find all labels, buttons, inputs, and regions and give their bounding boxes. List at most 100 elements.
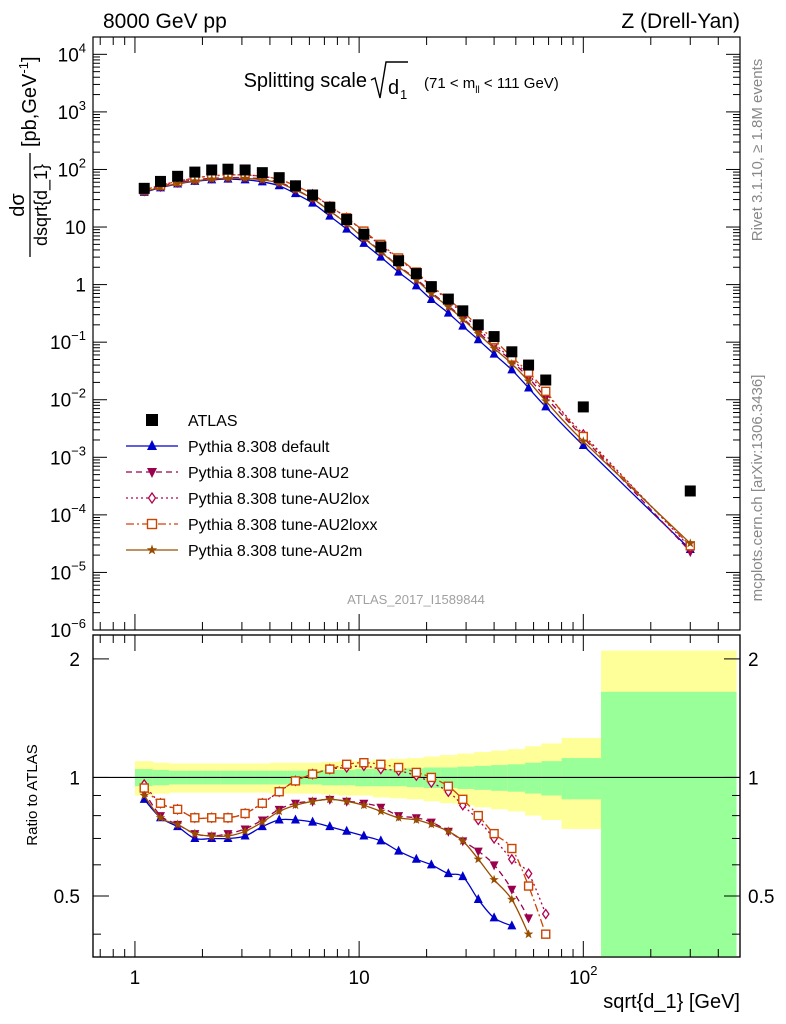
plot-title: Splitting scale d 1 (71 < mll < 111 GeV): [244, 61, 559, 102]
y-tick-label: 10−3: [50, 443, 86, 469]
data-point-atlas: [488, 331, 500, 343]
data-point-au2m: [411, 814, 422, 824]
data-point-default: [458, 871, 468, 881]
data-point-au2m: [307, 796, 318, 806]
data-point-au2loxx: [325, 764, 335, 774]
data-point-au2m: [473, 328, 483, 338]
legend-marker: [147, 440, 157, 450]
y-tick-label: 1: [75, 276, 86, 297]
data-point-atlas: [307, 189, 319, 201]
data-point-au2m: [458, 835, 468, 845]
y-tick-label: 10−2: [50, 386, 86, 412]
x-tick-label: 1: [130, 968, 141, 989]
plot-title-main: Splitting scale: [244, 70, 367, 92]
ratio-plot: 0.5 0.5 1 1 2 2 1 10 102 Ratio to ATLAS sqrt{d_…: [24, 634, 774, 1013]
legend-marker: [146, 518, 158, 530]
data-point-default: [342, 825, 352, 835]
data-point-default: [426, 294, 436, 304]
data-point-au2m: [489, 343, 499, 353]
data-point-au2loxx: [489, 828, 499, 839]
ratio-y-tick-label: 2: [69, 650, 80, 671]
y-tick-label: 104: [58, 40, 86, 66]
data-point-au2loxx: [240, 808, 250, 819]
data-point-au2loxx: [393, 762, 404, 773]
data-point-atlas: [457, 305, 469, 317]
data-point-default: [274, 814, 284, 824]
data-point-atlas: [154, 175, 166, 187]
data-point-au2m: [325, 794, 335, 804]
data-point-au2m: [240, 173, 250, 183]
data-point-atlas: [375, 241, 387, 253]
data-point-default: [507, 920, 517, 930]
rivet-label: Rivet 3.1.10, ≥ 1.8M events: [749, 59, 766, 242]
data-point-au2m: [443, 301, 454, 311]
data-point-default: [489, 348, 499, 358]
legend-marker: [147, 491, 157, 505]
data-point-au2m: [274, 806, 284, 816]
header-right: Z (Drell-Yan): [621, 10, 740, 33]
ratio-y-tick-label: 0.5: [54, 887, 80, 908]
data-point-atlas: [442, 293, 454, 305]
data-point-au2m: [223, 173, 233, 183]
main-plot-frame: [92, 36, 741, 631]
data-point-au2m: [207, 831, 217, 841]
data-point-default: [359, 830, 369, 840]
y-label-unit: [pb,GeV-1]: [16, 56, 41, 147]
series-line-au2m: [144, 177, 691, 544]
data-point-au2m: [507, 894, 517, 904]
data-point-default: [257, 821, 267, 831]
data-point-au2m: [257, 817, 268, 827]
data-point-au2m: [393, 812, 404, 822]
data-point-au2m: [341, 796, 352, 806]
y-label-denominator: dsqrt{d_1}: [31, 164, 52, 246]
plot-title-subscript: 1: [400, 87, 407, 102]
ratio-y-label: Ratio to ATLAS: [24, 744, 41, 845]
data-point-au2loxx: [541, 929, 551, 939]
data-point-default: [376, 835, 386, 845]
data-point-au2m: [426, 288, 437, 298]
series-au2m: [139, 790, 534, 939]
data-point-au2loxx: [426, 772, 437, 783]
data-point-atlas: [425, 281, 437, 293]
data-point-atlas: [138, 182, 150, 194]
data-point-au2loxx: [541, 386, 551, 397]
data-point-au2: [524, 914, 534, 924]
data-point-au2loxx: [307, 769, 318, 779]
legend-label: Pythia 8.308 tune-AU2m: [188, 543, 362, 560]
data-point-au2loxx: [443, 781, 454, 791]
data-point-atlas: [341, 214, 353, 226]
x-tick-label: 102: [569, 963, 597, 989]
legend-item-au2: Pythia 8.308 tune-AU2: [126, 465, 349, 482]
data-point-atlas: [289, 180, 301, 192]
x-axis-label: sqrt{d_1} [GeV]: [603, 991, 740, 1013]
data-point-au2loxx: [290, 776, 301, 786]
data-point-default: [411, 280, 421, 290]
y-tick-label: 103: [58, 98, 86, 124]
watermark: ATLAS_2017_I1589844: [347, 592, 485, 607]
data-point-au2m: [172, 178, 183, 188]
data-point-au2loxx: [341, 759, 352, 769]
legend-item-default: Pythia 8.308 default: [126, 439, 330, 456]
uncertainty-bands: [134, 650, 737, 957]
data-point-default: [473, 334, 483, 344]
data-point-default: [240, 830, 250, 840]
y-label-numerator: dσ: [7, 193, 29, 217]
data-point-atlas: [540, 374, 552, 386]
data-point-au2m: [507, 358, 517, 368]
data-point-au2: [473, 847, 483, 857]
legend-label: Pythia 8.308 tune-AU2lox: [188, 491, 369, 508]
data-point-au2loxx: [523, 881, 534, 891]
data-point-au2m: [240, 826, 250, 836]
data-point-au2loxx: [274, 787, 284, 797]
legend-item-au2lox: Pythia 8.308 tune-AU2lox: [126, 491, 369, 508]
data-point-atlas: [506, 346, 518, 358]
sqrt-symbol: [370, 61, 408, 99]
data-point-atlas: [172, 170, 184, 182]
y-tick-label: 10: [65, 218, 86, 239]
y-tick-label: 10−5: [50, 558, 86, 584]
data-point-au2m: [458, 314, 468, 324]
data-point-au2loxx: [507, 843, 517, 854]
header-left: 8000 GeV pp: [103, 10, 227, 33]
